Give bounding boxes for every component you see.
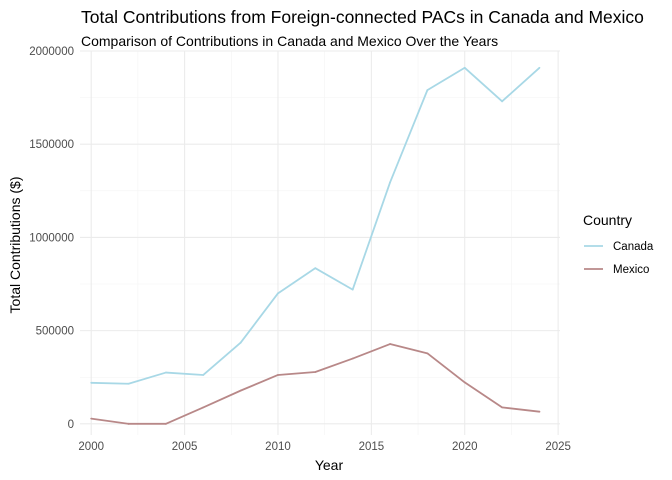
- legend-items: Canada Mexico: [584, 241, 654, 276]
- data-point-mexico: [351, 357, 354, 360]
- y-tick-label: 1500000: [29, 139, 74, 151]
- data-point-canada: [165, 371, 167, 374]
- data-point-canada: [351, 288, 354, 291]
- data-point-canada: [202, 374, 205, 376]
- data-point-canada: [389, 181, 391, 184]
- data-point-canada: [426, 89, 429, 92]
- data-point-canada: [463, 66, 466, 69]
- series-line-canada: [91, 66, 541, 385]
- data-point-mexico: [463, 381, 466, 384]
- legend-title: Country: [583, 212, 632, 228]
- y-tick-label: 1000000: [29, 232, 74, 244]
- gridlines: [80, 50, 560, 435]
- x-axis-title: Year: [315, 457, 344, 473]
- y-axis-tick-labels: 0 500000 1000000 1500000 2000000: [29, 46, 74, 431]
- data-point-mexico: [202, 406, 205, 409]
- x-tick-label: 2015: [359, 441, 385, 453]
- data-point-canada: [314, 267, 317, 270]
- x-tick-label: 2000: [78, 441, 104, 453]
- legend-label-mexico: Mexico: [613, 264, 649, 276]
- data-point-mexico: [389, 343, 391, 345]
- data-point-mexico: [165, 422, 167, 425]
- y-tick-label: 500000: [36, 326, 74, 338]
- y-tick-label: 0: [68, 419, 74, 431]
- series-lines: [90, 66, 541, 425]
- data-point-mexico: [314, 371, 317, 373]
- plot-area: [80, 50, 560, 435]
- data-point-mexico: [501, 406, 504, 409]
- data-point-mexico: [426, 352, 429, 355]
- data-point-mexico: [239, 389, 242, 392]
- data-point-canada: [127, 382, 130, 385]
- data-point-canada: [90, 381, 93, 384]
- legend-label-canada: Canada: [613, 241, 654, 253]
- data-point-canada: [277, 292, 279, 295]
- data-point-mexico: [90, 417, 93, 420]
- x-tick-label: 2025: [545, 441, 571, 453]
- chart-title: Total Contributions from Foreign-connect…: [81, 7, 644, 27]
- y-tick-label: 2000000: [29, 46, 74, 58]
- data-point-mexico: [538, 410, 541, 413]
- y-axis-title: Total Contributions ($): [7, 177, 23, 314]
- chart-subtitle: Comparison of Contributions in Canada an…: [81, 33, 498, 49]
- data-point-canada: [538, 66, 541, 69]
- data-point-canada: [239, 341, 242, 344]
- data-point-canada: [501, 100, 504, 103]
- x-tick-label: 2005: [172, 441, 198, 453]
- x-axis-tick-labels: 2000 2005 2010 2015 2020 2025: [78, 441, 571, 453]
- x-tick-label: 2010: [265, 441, 291, 453]
- series-line-mexico: [91, 343, 540, 425]
- data-point-mexico: [277, 374, 279, 376]
- data-point-mexico: [127, 422, 130, 425]
- legend: Country Canada Mexico: [583, 212, 654, 276]
- x-tick-label: 2020: [452, 441, 478, 453]
